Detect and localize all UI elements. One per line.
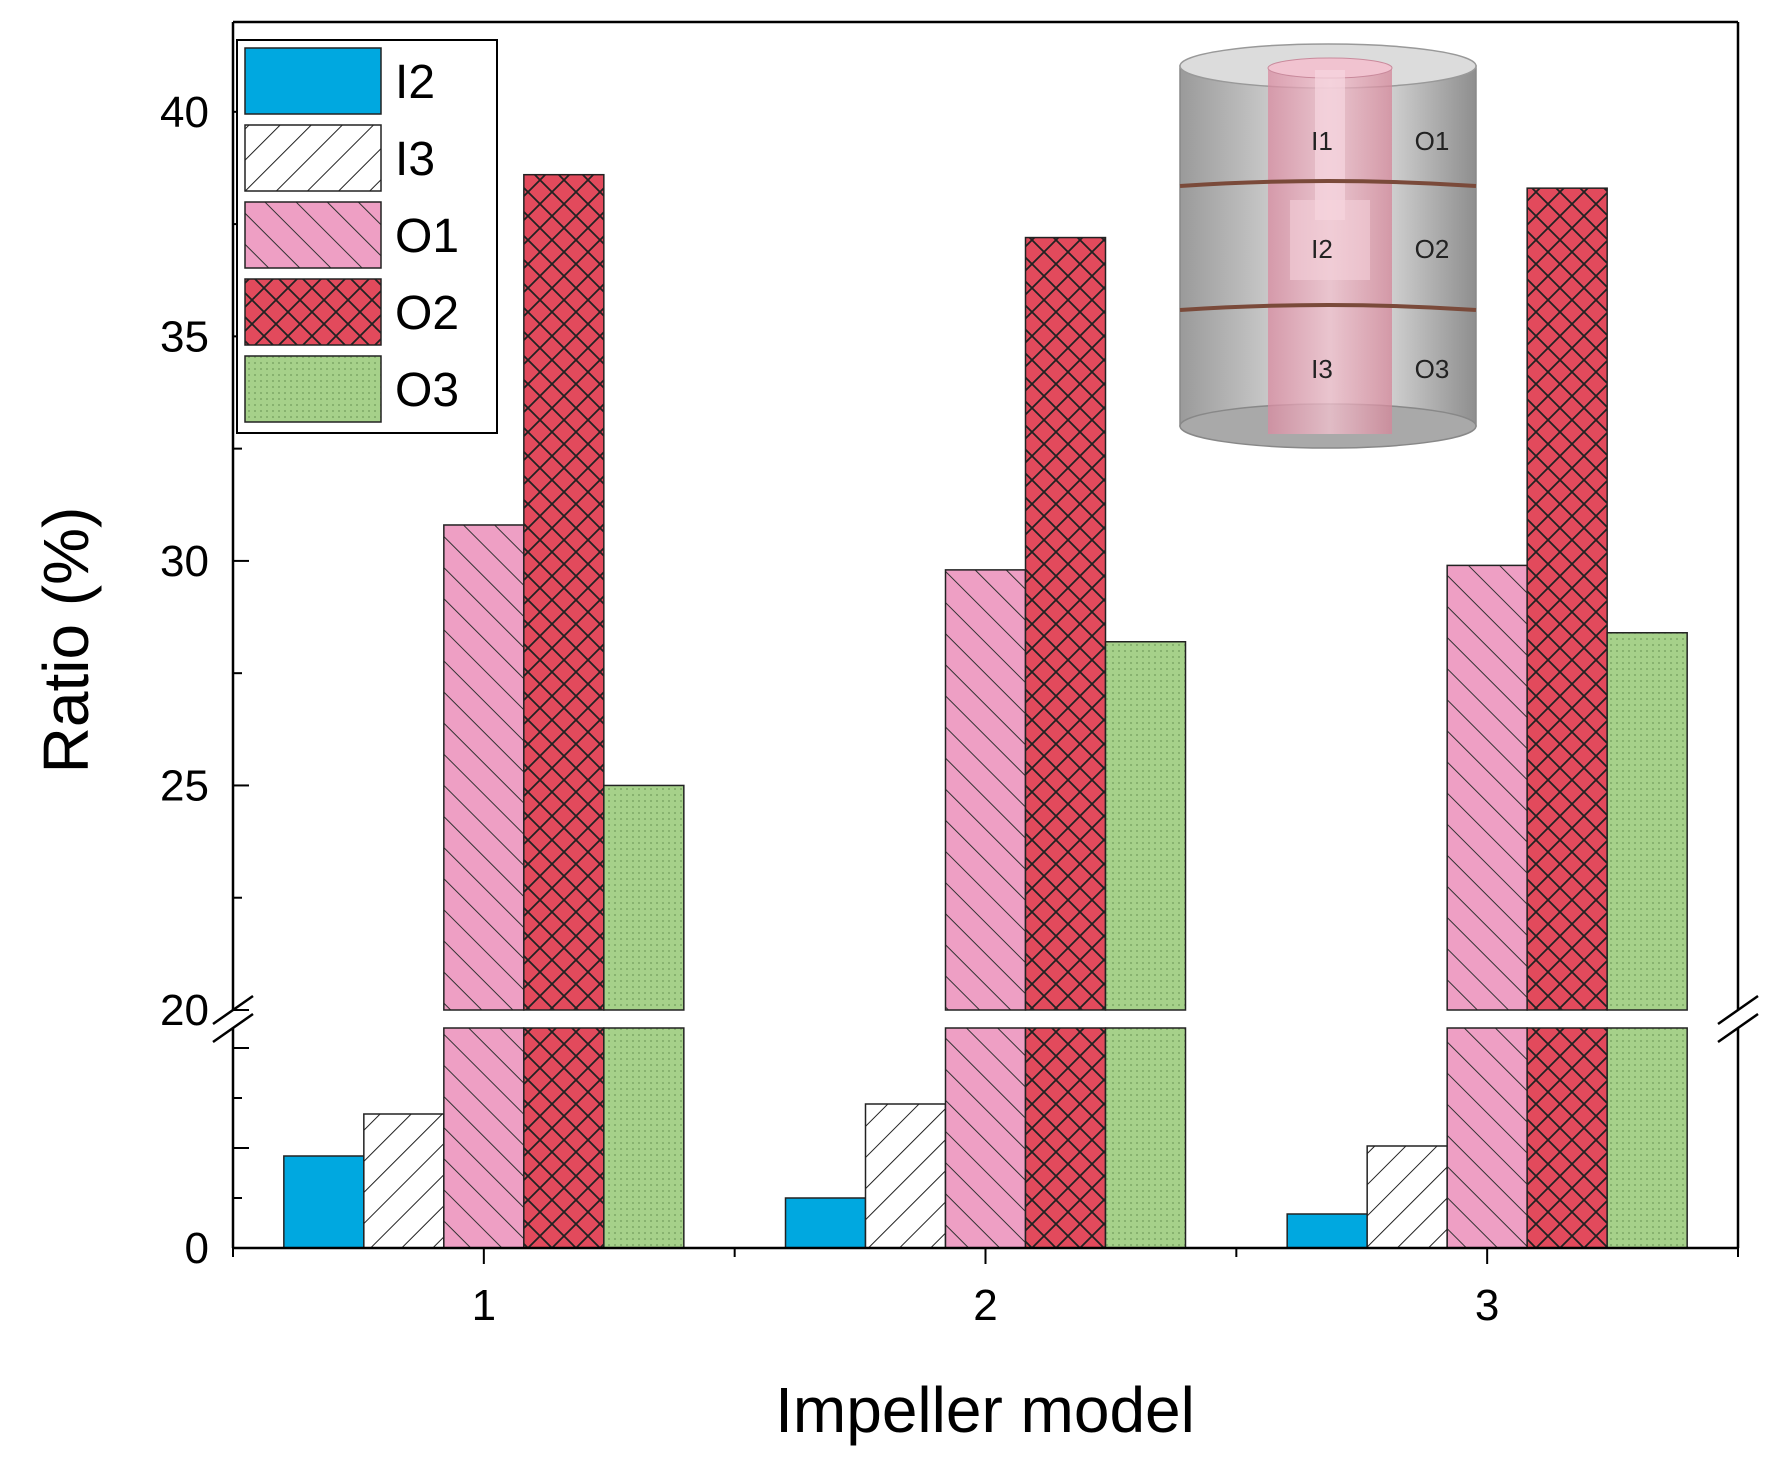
inset-divider-2 (1179, 303, 1477, 312)
legend-swatch-o1 (244, 201, 382, 269)
legend: I2 I3 O1 O2 O3 (236, 39, 498, 434)
x-tick-label: 2 (973, 1281, 997, 1330)
bars-layer (283, 173, 1688, 1249)
legend-label-o1: O1 (395, 210, 459, 263)
break-mark-right-upper (1717, 994, 1759, 1026)
inset-inner-shaft (1315, 70, 1345, 220)
legend-label-o2: O2 (395, 287, 459, 340)
inset-divider-1 (1179, 179, 1477, 188)
inset-label-o1: O1 (1415, 126, 1450, 156)
bar-o3-model-3-lower (1606, 1027, 1688, 1249)
bar-o1-model-3 (1446, 564, 1528, 1011)
y-tick-label: 30 (160, 537, 209, 586)
legend-label-i3: I3 (395, 133, 435, 186)
bar-o2-model-3-lower (1526, 1027, 1608, 1249)
axis-break (212, 994, 1759, 1044)
y-tick-label: 35 (160, 312, 209, 361)
legend-swatch-o2 (244, 278, 382, 346)
y-tick-label: 0 (185, 1224, 209, 1273)
x-tick-label: 3 (1475, 1281, 1499, 1330)
axes-layer: 20 25 30 35 40 0 1 2 3 (160, 20, 1740, 1330)
y-tick-label: 40 (160, 88, 209, 137)
bar-o3-model-2 (1104, 640, 1187, 1011)
y-tick-label: 20 (160, 986, 209, 1035)
y-axis-title: Ratio (%) (30, 507, 102, 774)
bar-o1-model-1-lower (443, 1027, 525, 1249)
axis-break-band (213, 1011, 1758, 1027)
bar-o2-model-1 (523, 173, 605, 1011)
break-mark-left-upper (212, 994, 254, 1026)
inset-label-i2: I2 (1311, 234, 1333, 264)
inset-label-i3: I3 (1311, 354, 1333, 384)
bar-i3-model-1 (363, 1113, 445, 1249)
inset-label-o2: O2 (1415, 234, 1450, 264)
bar-o2-model-2-lower (1024, 1027, 1107, 1249)
bar-o2-model-3 (1526, 187, 1608, 1011)
bar-o3-model-1-lower (603, 1027, 685, 1249)
bar-o2-model-2 (1024, 236, 1107, 1011)
break-mark-left-lower (212, 1012, 254, 1044)
inset-label-i1: I1 (1311, 126, 1333, 156)
bar-i3-model-2 (864, 1103, 947, 1249)
bar-i2-model-2 (784, 1197, 867, 1249)
bar-i2-model-3 (1286, 1213, 1368, 1249)
y-tick-label: 25 (160, 761, 209, 810)
legend-label-i2: I2 (395, 56, 435, 109)
inset-schematic: I1 O1 I2 O2 I3 O3 (1179, 43, 1477, 449)
bar-o3-model-3 (1606, 632, 1688, 1011)
bar-i3-model-3 (1366, 1145, 1448, 1249)
bar-o1-model-2 (944, 569, 1027, 1011)
break-mark-right-lower (1717, 1012, 1759, 1044)
bar-o3-model-1 (603, 784, 685, 1011)
legend-swatch-i3 (244, 124, 382, 192)
bar-o1-model-1 (443, 524, 525, 1011)
legend-swatch-o3 (244, 355, 382, 423)
bar-o3-model-2-lower (1104, 1027, 1187, 1249)
inset-impeller (1290, 200, 1370, 280)
bar-i2-model-1 (283, 1155, 365, 1249)
bar-o1-model-3-lower (1446, 1027, 1528, 1249)
bar-o2-model-1-lower (523, 1027, 605, 1249)
x-axis-title: Impeller model (775, 1374, 1195, 1446)
bar-o1-model-2-lower (944, 1027, 1027, 1249)
x-tick-label: 1 (472, 1281, 496, 1330)
inset-label-o3: O3 (1415, 354, 1450, 384)
legend-label-o3: O3 (395, 364, 459, 417)
legend-swatch-i2 (244, 47, 382, 115)
